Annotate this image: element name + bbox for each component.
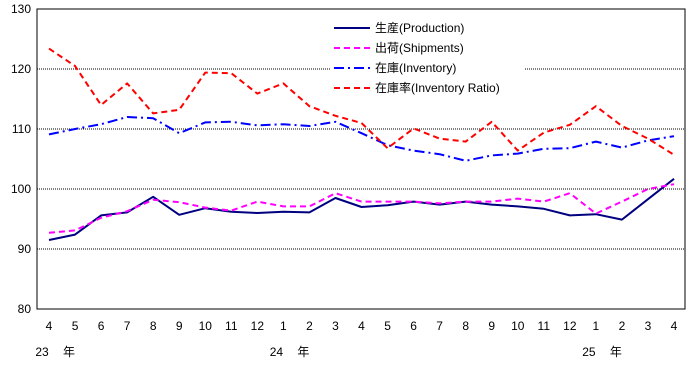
x-tick-label: 11 [225,319,238,333]
y-tick-label: 90 [18,242,32,256]
x-tick-label: 4 [358,319,365,333]
x-tick-label: 6 [410,319,417,333]
year-label: 23 [35,345,49,359]
year-unit-label: 年 [610,345,622,359]
series-lines [48,47,675,241]
y-tick-label: 130 [11,2,31,16]
series-line [48,47,675,156]
x-axis-ticks: 4 5 6 7 8 9 10 11 12 1 2 3 4 5 6 7 8 9 10 11 12 1 2 3 423 年 24 年 25 年 [35,319,677,359]
year-unit-label: 年 [297,345,309,359]
x-tick-label: 3 [332,319,339,333]
x-tick-label: 2 [306,319,313,333]
year-label: 24 [270,345,284,359]
series-line [48,178,675,241]
x-tick-label: 9 [488,319,495,333]
x-tick-label: 1 [593,319,600,333]
x-tick-label: 5 [72,319,79,333]
x-tick-label: 6 [98,319,105,333]
series-line [48,116,675,162]
x-tick-label: 4 [671,319,678,333]
x-tick-label: 1 [280,319,287,333]
x-tick-label: 3 [645,319,652,333]
x-tick-label: 9 [176,319,183,333]
x-tick-label: 12 [251,319,265,333]
x-tick-label: 5 [384,319,391,333]
x-tick-label: 12 [563,319,577,333]
legend-background [330,16,524,100]
legend-label: 出荷(Shipments) [375,41,464,55]
x-tick-label: 4 [46,319,53,333]
x-tick-label: 7 [436,319,443,333]
legend-label: 在庫率(Inventory Ratio) [375,80,500,95]
series-line [48,183,675,234]
y-tick-label: 120 [11,62,31,76]
y-tick-label: 100 [11,182,31,196]
x-tick-label: 2 [619,319,626,333]
y-tick-label: 80 [18,302,32,316]
x-tick-label: 7 [124,319,131,333]
x-tick-label: 11 [538,319,551,333]
legend: 生産(Production) 出荷(Shipments) 在庫(Inventory)… [330,16,524,100]
y-axis-ticks: 80 90 100 110 120 130 [11,2,31,316]
y-tick-label: 110 [12,122,31,136]
legend-label: 在庫(Inventory) [375,61,456,75]
x-tick-label: 10 [511,319,525,333]
legend-label: 生産(Production) [375,20,464,35]
x-tick-label: 10 [199,319,213,333]
x-tick-label: 8 [150,319,157,333]
year-unit-label: 年 [63,345,75,359]
plot-area-frame [36,8,686,310]
year-label: 25 [582,345,596,359]
x-tick-label: 8 [462,319,469,333]
